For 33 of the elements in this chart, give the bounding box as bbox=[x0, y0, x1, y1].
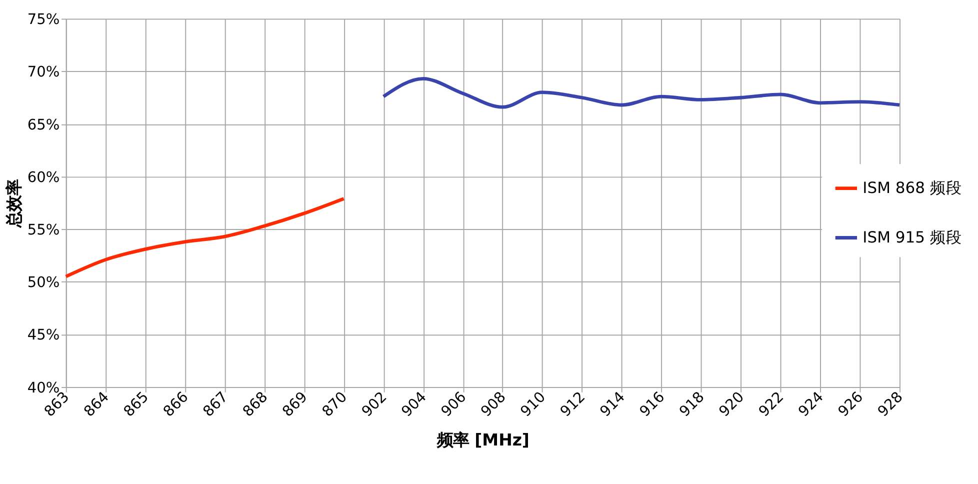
x-tick-label: 906 bbox=[438, 389, 470, 420]
x-tick-label: 914 bbox=[597, 389, 628, 420]
x-axis-title: 频率 [MHz] bbox=[436, 430, 530, 450]
line-series bbox=[64, 196, 346, 278]
x-tick-label: 866 bbox=[160, 389, 192, 420]
x-tick-label: 918 bbox=[676, 389, 708, 420]
y-tick-label: 55% bbox=[27, 222, 60, 238]
y-tick-label: 75% bbox=[27, 12, 60, 28]
x-tick-label: 912 bbox=[558, 389, 589, 420]
x-tick-label: 904 bbox=[398, 389, 430, 420]
line-series bbox=[382, 76, 902, 109]
x-tick-label: 869 bbox=[280, 389, 311, 420]
y-tick-label: 50% bbox=[27, 275, 60, 292]
legend-label: ISM 915 频段 bbox=[862, 228, 962, 247]
y-tick-label: 65% bbox=[27, 117, 60, 134]
x-tick-label: 864 bbox=[81, 389, 112, 420]
x-tick-label: 924 bbox=[796, 389, 827, 420]
x-tick-label: 902 bbox=[359, 389, 390, 420]
y-tick-label: 70% bbox=[27, 64, 60, 81]
x-tick-label: 922 bbox=[756, 389, 788, 420]
x-tick-label: 926 bbox=[836, 389, 867, 420]
legend-label: ISM 868 频段 bbox=[862, 179, 962, 198]
y-axis-title: 总效率 bbox=[4, 179, 24, 228]
x-tick-label: 908 bbox=[478, 389, 510, 420]
x-tick-label: 928 bbox=[875, 389, 906, 420]
y-tick-label: 45% bbox=[27, 328, 60, 344]
x-tick-label: 916 bbox=[637, 389, 668, 420]
x-tick-label: 870 bbox=[320, 389, 351, 420]
y-tick-label: 60% bbox=[27, 170, 60, 186]
x-tick-label: 910 bbox=[518, 389, 549, 420]
x-tick-label: 865 bbox=[121, 389, 152, 420]
x-tick-label: 868 bbox=[240, 389, 272, 420]
x-tick-label: 920 bbox=[716, 389, 748, 420]
